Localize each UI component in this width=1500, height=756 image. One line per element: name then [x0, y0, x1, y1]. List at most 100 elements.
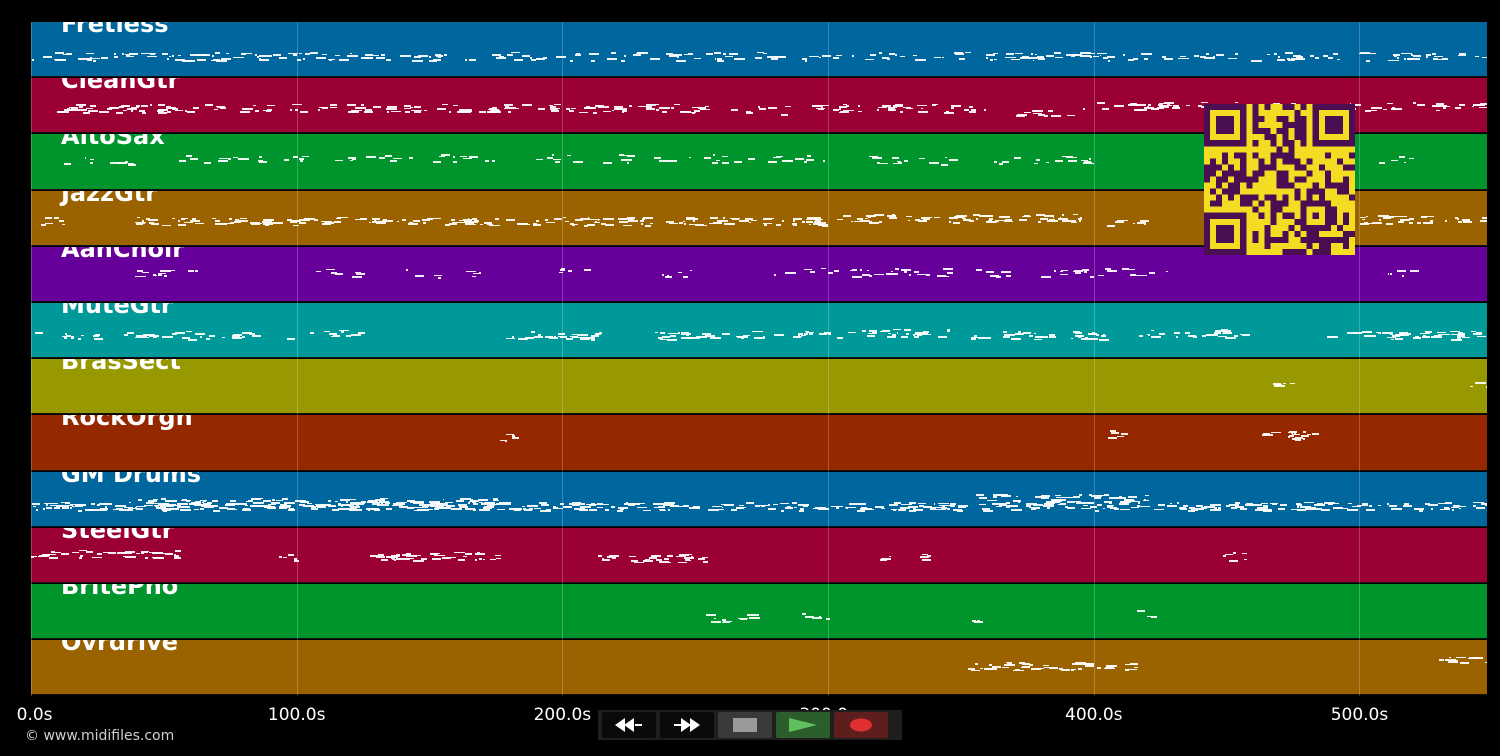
midi-note — [659, 160, 669, 163]
midi-note — [548, 337, 559, 339]
midi-note — [1141, 53, 1152, 55]
midi-note — [1032, 60, 1035, 61]
midi-note — [1480, 219, 1487, 222]
track-gm-drums[interactable]: GM Drums — [31, 471, 1487, 527]
midi-note — [1048, 110, 1053, 113]
midi-note — [850, 220, 854, 222]
midi-note — [1057, 503, 1063, 505]
midi-note — [1101, 108, 1109, 111]
midi-note — [439, 156, 445, 158]
midi-note — [250, 222, 260, 225]
midi-note — [666, 554, 673, 557]
midi-note — [1059, 270, 1063, 272]
play-button[interactable] — [776, 712, 830, 738]
midi-note — [332, 508, 340, 511]
midi-note — [1389, 272, 1392, 275]
midi-note — [96, 503, 101, 506]
track-aahchoir[interactable]: AahChoir — [31, 246, 1487, 302]
midi-note — [1332, 53, 1338, 55]
midi-note — [1023, 332, 1031, 334]
midi-note — [136, 552, 141, 554]
track-fretless[interactable]: Fretless — [31, 22, 1487, 78]
midi-note — [992, 53, 998, 54]
midi-note — [162, 509, 168, 512]
midi-note — [99, 502, 108, 505]
midi-note — [971, 337, 979, 338]
midi-note — [1086, 53, 1096, 54]
track-mutegtr[interactable]: MuteGtr — [31, 303, 1487, 359]
midi-note — [466, 270, 477, 272]
midi-note — [913, 55, 917, 56]
midi-note — [1430, 219, 1433, 222]
midi-note — [773, 503, 778, 505]
rewind-button[interactable] — [602, 712, 656, 738]
midi-note — [1040, 217, 1048, 220]
midi-note — [1110, 432, 1120, 435]
midi-note — [852, 268, 857, 271]
stop-button[interactable] — [718, 712, 772, 738]
midi-note — [1457, 332, 1464, 334]
track-rockorgn[interactable]: RockOrgn — [31, 415, 1487, 471]
track-steelgtr[interactable]: SteelGtr — [31, 527, 1487, 583]
midi-note — [468, 501, 470, 504]
midi-note — [190, 158, 199, 161]
midi-note — [308, 217, 315, 220]
midi-note — [299, 500, 310, 503]
midi-note — [587, 216, 590, 218]
midi-note — [123, 110, 127, 112]
midi-note — [597, 554, 602, 557]
fast-forward-button[interactable] — [660, 712, 714, 738]
midi-note — [194, 503, 206, 506]
midi-note — [385, 155, 393, 158]
midi-note — [781, 114, 789, 117]
midi-note — [1106, 269, 1113, 272]
midi-note — [1097, 494, 1109, 496]
midi-note — [279, 57, 288, 59]
midi-note — [496, 557, 501, 559]
midi-note — [1277, 56, 1281, 58]
midi-note — [930, 507, 937, 510]
midi-note — [812, 105, 820, 108]
midi-note — [813, 220, 822, 223]
midi-note — [74, 503, 86, 506]
track-brassect[interactable]: BrasSect — [31, 359, 1487, 415]
midi-note — [955, 215, 965, 218]
midi-note — [1157, 107, 1164, 110]
midi-note — [213, 499, 217, 502]
midi-note — [1061, 669, 1070, 672]
midi-note — [1297, 505, 1300, 508]
midi-note — [868, 221, 880, 224]
track-britepno[interactable]: BritePno — [31, 584, 1487, 640]
midi-note — [1475, 332, 1483, 334]
midi-note — [806, 332, 814, 333]
midi-note — [143, 334, 148, 336]
midi-note — [557, 333, 566, 335]
midi-note — [1435, 59, 1447, 60]
midi-note — [811, 617, 823, 619]
midi-note — [1205, 334, 1216, 336]
track-ovrdrive[interactable]: Ovrdrive — [31, 640, 1487, 696]
midi-note — [1037, 220, 1041, 223]
record-button[interactable] — [834, 712, 888, 738]
midi-note — [71, 551, 80, 553]
midi-note — [468, 59, 477, 61]
midi-note — [421, 505, 430, 507]
midi-note — [1144, 223, 1147, 225]
midi-note — [82, 109, 85, 112]
midi-note — [913, 336, 919, 338]
midi-note — [868, 216, 872, 218]
midi-note — [258, 222, 262, 224]
midi-note — [484, 160, 490, 163]
midi-note — [126, 332, 134, 334]
midi-note — [700, 109, 710, 111]
midi-note — [464, 221, 475, 224]
midi-note — [634, 561, 645, 563]
midi-note — [1390, 334, 1394, 335]
midi-note — [1472, 333, 1483, 335]
midi-note — [362, 217, 367, 220]
midi-note — [646, 106, 652, 109]
midi-note — [559, 502, 564, 505]
midi-note — [799, 509, 805, 512]
midi-note — [483, 506, 493, 509]
midi-note — [1153, 616, 1157, 618]
